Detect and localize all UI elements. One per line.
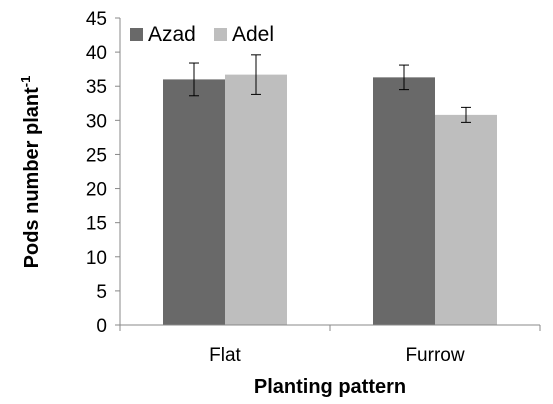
- y-tick-label: 25: [86, 145, 107, 166]
- y-ticks-group: 0 5 10 15 20 25 30 35 40 45: [86, 9, 120, 337]
- bar: [373, 77, 435, 325]
- y-tick-label: 0: [96, 316, 107, 337]
- y-tick-label: 15: [86, 214, 107, 235]
- y-tick-label: 45: [86, 9, 107, 30]
- y-axis-title: Pods number plant-1: [18, 76, 43, 269]
- bar: [435, 114, 497, 326]
- y-tick-label: 30: [86, 111, 107, 132]
- y-axis-title-main: Pods number plant: [21, 87, 43, 268]
- y-tick-label: 35: [86, 77, 107, 98]
- bar: [163, 79, 225, 326]
- x-tick-label: Furrow: [405, 345, 464, 366]
- legend-label: Azad: [148, 23, 196, 46]
- legend: Azad Adel: [130, 23, 274, 46]
- bars-group: [163, 74, 497, 326]
- legend-label: Adel: [232, 23, 274, 46]
- y-tick-label: 40: [86, 43, 107, 64]
- x-axis-title: Planting pattern: [254, 376, 406, 398]
- y-tick-label: 5: [96, 282, 107, 303]
- bar: [225, 74, 287, 325]
- y-axis-title-superscript: -1: [18, 76, 33, 88]
- error-bars-group: [189, 54, 471, 123]
- x-ticks-group: Flat Furrow: [119, 325, 541, 366]
- x-tick-label: Flat: [209, 345, 241, 366]
- y-tick-label: 10: [86, 248, 107, 269]
- y-tick-label: 20: [86, 180, 107, 201]
- legend-swatch: [130, 28, 143, 41]
- legend-swatch: [214, 28, 227, 41]
